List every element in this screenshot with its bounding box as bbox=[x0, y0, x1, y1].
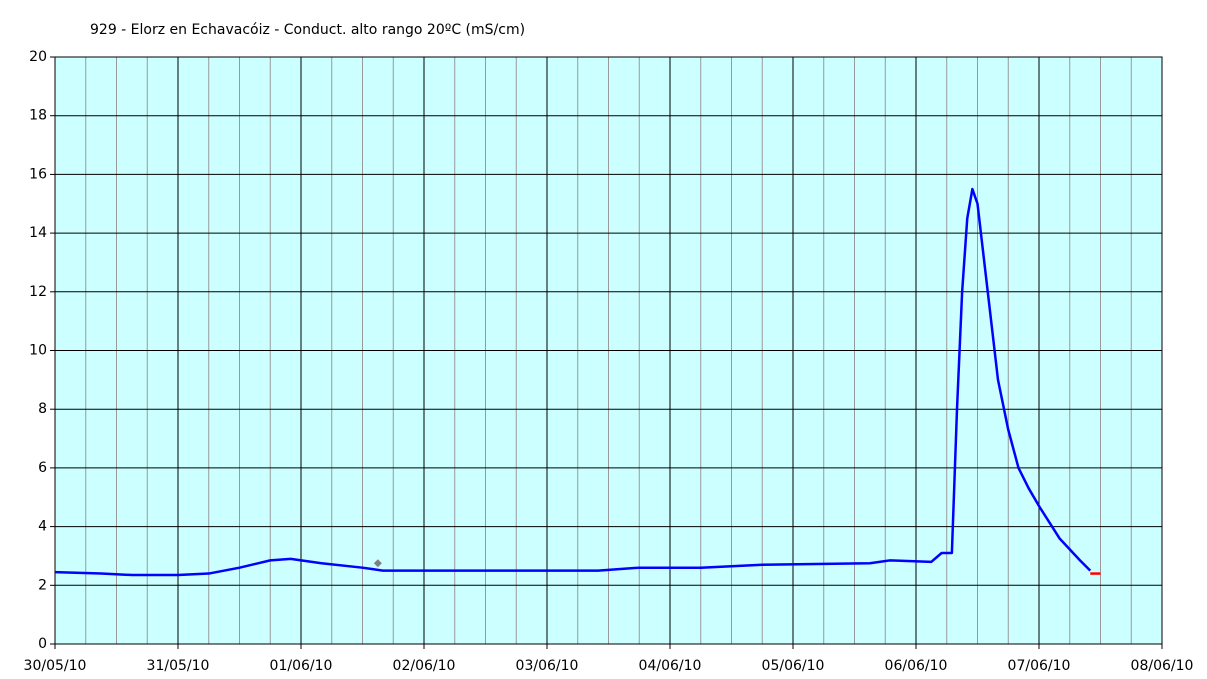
x-tick-label: 06/06/10 bbox=[885, 658, 948, 674]
x-tick-label: 05/06/10 bbox=[762, 658, 825, 674]
x-tick-label: 02/06/10 bbox=[393, 658, 456, 674]
y-tick-label: 6 bbox=[38, 460, 47, 476]
y-tick-label: 10 bbox=[29, 343, 47, 359]
x-tick-label: 01/06/10 bbox=[270, 658, 333, 674]
x-tick-label: 08/06/10 bbox=[1131, 658, 1194, 674]
data-point bbox=[373, 559, 382, 568]
y-tick-label: 12 bbox=[29, 284, 47, 300]
y-tick-label: 14 bbox=[29, 225, 47, 241]
plot-border bbox=[54, 56, 1163, 645]
y-tick-label: 20 bbox=[29, 49, 47, 65]
y-tick-label: 0 bbox=[38, 636, 47, 652]
x-tick-label: 31/05/10 bbox=[147, 658, 210, 674]
y-tick-label: 4 bbox=[38, 519, 47, 535]
y-tick-label: 8 bbox=[38, 401, 47, 417]
data-line bbox=[54, 187, 1092, 577]
x-tick-label: 07/06/10 bbox=[1008, 658, 1071, 674]
y-tick-label: 18 bbox=[29, 108, 47, 124]
y-tick-label: 2 bbox=[38, 577, 47, 593]
x-tick-label: 03/06/10 bbox=[516, 658, 579, 674]
y-tick-label: 16 bbox=[29, 166, 47, 182]
x-tick-label: 04/06/10 bbox=[639, 658, 702, 674]
chart-title: 929 - Elorz en Echavacóiz - Conduct. alt… bbox=[90, 22, 525, 38]
x-tick-label: 30/05/10 bbox=[24, 658, 87, 674]
